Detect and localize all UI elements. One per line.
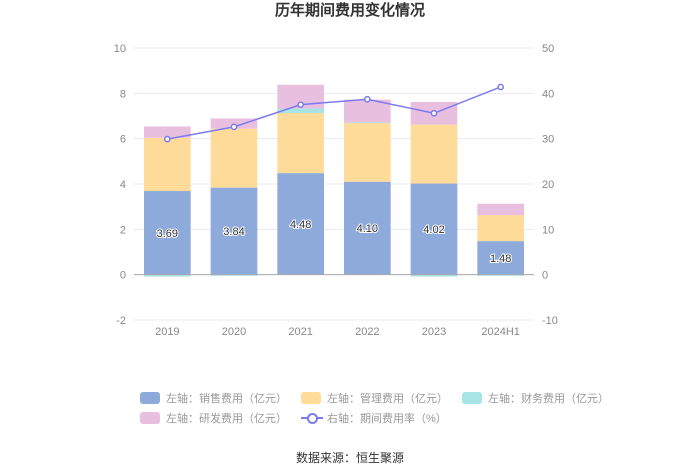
- right-axis-tick-label: 10: [542, 224, 554, 236]
- line-layer: [163, 83, 505, 143]
- bar-rd: [477, 203, 524, 216]
- rate-point: [363, 95, 371, 103]
- legend-swatch-icon: [140, 412, 160, 424]
- bar-admin: [277, 113, 324, 174]
- legend-swatch-icon: [140, 392, 160, 404]
- bar-finance: [477, 274, 524, 276]
- bar-sales: [277, 173, 324, 275]
- bar-value-label: 1.48: [490, 253, 511, 265]
- bar-value-label: 4.02: [423, 224, 444, 236]
- bar-admin: [477, 215, 524, 242]
- bar-sales: [410, 183, 458, 275]
- x-axis-tick-label: 2024H1: [481, 326, 520, 338]
- bar-rd: [144, 126, 191, 138]
- legend-swatch-icon: [301, 392, 321, 404]
- bar-rd: [277, 84, 324, 109]
- bar-sales: [144, 191, 191, 275]
- x-axis-tick-label: 2023: [422, 326, 446, 338]
- grid-layer: [134, 47, 534, 321]
- axis-layer: -2 0 2 4 6 8 10 -10 0 10 20 30 40 50 2019 2020 2021 2022 2…: [114, 43, 558, 338]
- legend-label: 左轴：销售费用（亿元）: [166, 393, 287, 405]
- bar-sales: [210, 187, 258, 275]
- legend-item-sales[interactable]: 左轴：销售费用（亿元）: [140, 390, 287, 406]
- bar-value-label: 4.48: [290, 219, 311, 231]
- x-axis-tick-label: 2019: [155, 326, 179, 338]
- legend-label: 右轴：期间费用率（%）: [327, 413, 447, 425]
- rate-line: [167, 86, 501, 140]
- left-axis-tick-label: -2: [116, 315, 126, 327]
- right-axis-tick-label: 20: [542, 179, 554, 191]
- legend-label: 左轴：财务费用（亿元）: [488, 393, 609, 405]
- legend-label: 左轴：研发费用（亿元）: [166, 413, 287, 425]
- rate-point: [230, 123, 238, 131]
- chart-svg: -2 0 2 4 6 8 10 -10 0 10 20 30 40 50 2019 2020 2021 2022 2…: [114, 43, 558, 338]
- legend-item-rate[interactable]: 右轴：期间费用率（%）: [301, 410, 447, 426]
- legend-row: 左轴：销售费用（亿元） 左轴：管理费用（亿元） 左轴：财务费用（亿元）: [140, 388, 609, 408]
- legend-line-marker-icon: [301, 412, 323, 424]
- x-axis-tick-label: 2022: [355, 326, 379, 338]
- chart-legend: 左轴：销售费用（亿元） 左轴：管理费用（亿元） 左轴：财务费用（亿元） 左轴：研发费用…: [140, 388, 609, 428]
- label-layer: 3.69 3.84 4.48 4.10 4.02 1.48: [156, 218, 513, 266]
- rate-point: [297, 101, 305, 109]
- left-axis-tick-label: 10: [114, 43, 126, 55]
- x-axis-tick-label: 2021: [288, 326, 312, 338]
- legend-swatch-icon: [462, 392, 482, 404]
- left-axis-tick-label: 0: [120, 270, 126, 282]
- rate-point: [430, 109, 438, 117]
- legend-row: 左轴：研发费用（亿元） 右轴：期间费用率（%）: [140, 408, 570, 428]
- legend-item-finance[interactable]: 左轴：财务费用（亿元）: [462, 390, 609, 406]
- rate-point: [163, 135, 171, 143]
- bar-value-label: 4.10: [357, 223, 378, 235]
- right-axis-tick-label: 30: [542, 134, 554, 146]
- bar-admin: [144, 137, 191, 192]
- right-axis-tick-label: 50: [542, 43, 554, 55]
- bar-finance: [210, 274, 258, 276]
- right-axis-tick-label: 40: [542, 88, 554, 100]
- bar-admin: [344, 122, 391, 182]
- rate-point: [497, 83, 505, 91]
- left-axis-tick-label: 4: [120, 179, 126, 191]
- bar-finance: [144, 274, 191, 277]
- legend-item-admin[interactable]: 左轴：管理费用（亿元）: [301, 390, 448, 406]
- bar-value-label: 3.84: [223, 226, 244, 238]
- bar-admin: [210, 128, 258, 188]
- right-axis-tick-label: -10: [542, 315, 558, 327]
- bar-sales: [477, 241, 524, 275]
- bar-finance: [410, 274, 458, 277]
- bar-admin: [410, 124, 458, 184]
- bar-finance: [344, 122, 391, 124]
- bar-sales: [344, 181, 391, 275]
- right-axis-tick-label: 0: [542, 270, 548, 282]
- bar-layer: [144, 84, 524, 277]
- legend-item-rd[interactable]: 左轴：研发费用（亿元）: [140, 410, 287, 426]
- x-axis-tick-label: 2020: [222, 326, 246, 338]
- bar-finance: [277, 108, 324, 114]
- data-source: 数据来源：恒生聚源: [295, 451, 404, 465]
- chart-title: 历年期间费用变化情况: [274, 2, 425, 19]
- bar-rd: [344, 99, 391, 123]
- bar-value-label: 3.69: [157, 228, 178, 240]
- left-axis-tick-label: 2: [120, 224, 126, 236]
- legend-label: 左轴：管理费用（亿元）: [327, 393, 448, 405]
- left-axis-tick-label: 8: [120, 88, 126, 100]
- left-axis-tick-label: 6: [120, 134, 126, 146]
